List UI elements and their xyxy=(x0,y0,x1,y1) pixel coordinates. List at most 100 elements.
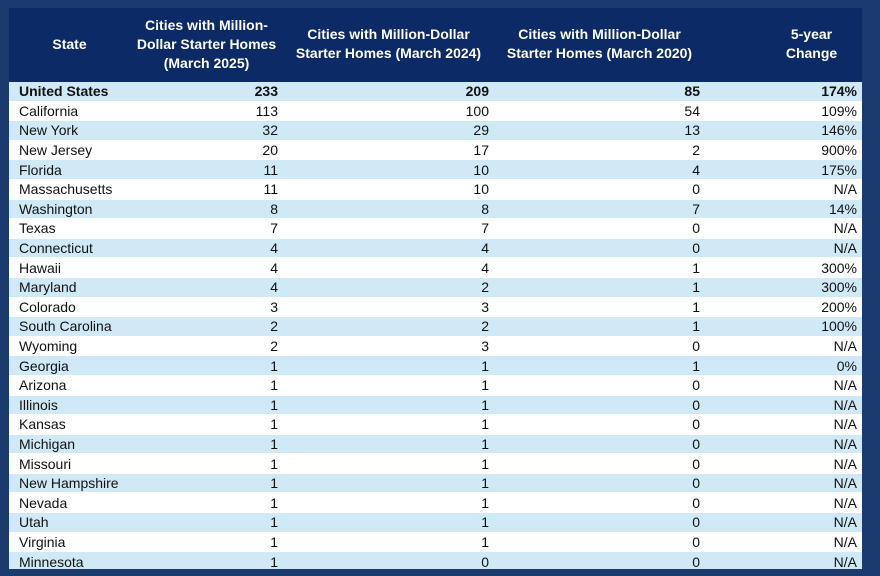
cell-2024: 2 xyxy=(283,316,494,337)
cell-2020: 0 xyxy=(494,237,705,258)
cell-change: N/A xyxy=(705,237,862,258)
table-row: Florida 11 10 4 175% xyxy=(9,159,862,180)
cell-state: United States xyxy=(9,79,130,102)
cell-2024: 2 xyxy=(283,276,494,298)
cell-2020: 0 xyxy=(494,472,705,493)
cell-state: Florida xyxy=(9,159,130,180)
cell-2025: 20 xyxy=(130,139,283,160)
cell-state: Wyoming xyxy=(9,335,130,356)
cell-state: New Jersey xyxy=(9,139,130,160)
table-frame: State Cities with Million-Dollar Starter… xyxy=(9,8,862,569)
cell-2025: 3 xyxy=(130,296,283,317)
cell-2024: 1 xyxy=(283,433,494,454)
cell-2020: 0 xyxy=(494,335,705,356)
cell-2024: 10 xyxy=(283,159,494,180)
cell-change: N/A xyxy=(705,218,862,239)
table-header: State Cities with Million-Dollar Starter… xyxy=(9,8,862,81)
cell-2024: 100 xyxy=(283,100,494,121)
cell-2025: 32 xyxy=(130,120,283,141)
cell-change: 200% xyxy=(705,296,862,317)
table-row: Georgia 1 1 1 0% xyxy=(9,355,862,376)
cell-2020: 1 xyxy=(494,316,705,337)
header-state: State xyxy=(9,8,130,81)
cell-2020: 0 xyxy=(494,374,705,395)
cell-change: 100% xyxy=(705,316,862,337)
cell-2020: 2 xyxy=(494,139,705,160)
cell-change: 0% xyxy=(705,355,862,376)
table-row: Massachusetts 11 10 0 N/A xyxy=(9,178,862,200)
cell-2024: 29 xyxy=(283,120,494,141)
cell-change: N/A xyxy=(705,512,862,533)
cell-2025: 4 xyxy=(130,257,283,278)
cell-2024: 4 xyxy=(283,237,494,258)
cell-state: New York xyxy=(9,120,130,141)
table-body: United States 233 209 85 174% California 113 10… xyxy=(9,79,862,569)
header-change: 5-year Change xyxy=(705,8,862,81)
cell-2020: 7 xyxy=(494,198,705,219)
cell-2025: 2 xyxy=(130,316,283,337)
cell-2025: 2 xyxy=(130,335,283,356)
cell-2024: 10 xyxy=(283,178,494,200)
cell-2024: 0 xyxy=(283,551,494,569)
cell-2024: 1 xyxy=(283,512,494,533)
table-row: Washington 8 8 7 14% xyxy=(9,198,862,219)
table-row: Virginia 1 1 0 N/A xyxy=(9,531,862,552)
cell-state: Georgia xyxy=(9,355,130,376)
table-row: Maryland 4 2 1 300% xyxy=(9,276,862,298)
cell-2020: 1 xyxy=(494,355,705,376)
table-row: New Jersey 20 17 2 900% xyxy=(9,139,862,160)
cell-2024: 1 xyxy=(283,472,494,493)
cell-2024: 1 xyxy=(283,492,494,513)
cell-2020: 1 xyxy=(494,296,705,317)
cell-change: 109% xyxy=(705,100,862,121)
cell-2024: 1 xyxy=(283,394,494,415)
cell-2020: 0 xyxy=(494,551,705,569)
cell-change: N/A xyxy=(705,472,862,493)
cell-2020: 0 xyxy=(494,531,705,552)
cell-2020: 85 xyxy=(494,79,705,102)
table-row: South Carolina 2 2 1 100% xyxy=(9,316,862,337)
cell-2020: 0 xyxy=(494,218,705,239)
cell-state: Michigan xyxy=(9,433,130,454)
cell-2020: 13 xyxy=(494,120,705,141)
cell-change: N/A xyxy=(705,492,862,513)
cell-2024: 4 xyxy=(283,257,494,278)
table-row: New York 32 29 13 146% xyxy=(9,120,862,141)
cell-2020: 0 xyxy=(494,433,705,454)
cell-2025: 1 xyxy=(130,433,283,454)
cell-2025: 1 xyxy=(130,414,283,435)
cell-2024: 1 xyxy=(283,374,494,395)
cell-state: Maryland xyxy=(9,276,130,298)
cell-2025: 1 xyxy=(130,551,283,569)
cell-state: South Carolina xyxy=(9,316,130,337)
table-row: Arizona 1 1 0 N/A xyxy=(9,374,862,395)
cell-change: 300% xyxy=(705,257,862,278)
cell-2025: 1 xyxy=(130,531,283,552)
cell-2025: 1 xyxy=(130,472,283,493)
cell-change: N/A xyxy=(705,394,862,415)
cell-2020: 4 xyxy=(494,159,705,180)
cell-change: 300% xyxy=(705,276,862,298)
cell-change: 14% xyxy=(705,198,862,219)
cell-2024: 3 xyxy=(283,296,494,317)
table-row: Hawaii 4 4 1 300% xyxy=(9,257,862,278)
table-row: Wyoming 2 3 0 N/A xyxy=(9,335,862,356)
table-row: Missouri 1 1 0 N/A xyxy=(9,453,862,474)
cell-2025: 1 xyxy=(130,512,283,533)
cell-state: Arizona xyxy=(9,374,130,395)
table-row: Kansas 1 1 0 N/A xyxy=(9,414,862,435)
cell-2024: 1 xyxy=(283,355,494,376)
cell-2024: 1 xyxy=(283,453,494,474)
cell-2025: 1 xyxy=(130,374,283,395)
cell-2025: 1 xyxy=(130,394,283,415)
cell-2025: 113 xyxy=(130,100,283,121)
cell-2024: 3 xyxy=(283,335,494,356)
cell-2020: 1 xyxy=(494,257,705,278)
cell-change: 900% xyxy=(705,139,862,160)
cell-2025: 8 xyxy=(130,198,283,219)
cell-change: N/A xyxy=(705,414,862,435)
cell-2024: 209 xyxy=(283,79,494,102)
cell-state: California xyxy=(9,100,130,121)
table-row: New Hampshire 1 1 0 N/A xyxy=(9,472,862,493)
cell-2025: 1 xyxy=(130,453,283,474)
